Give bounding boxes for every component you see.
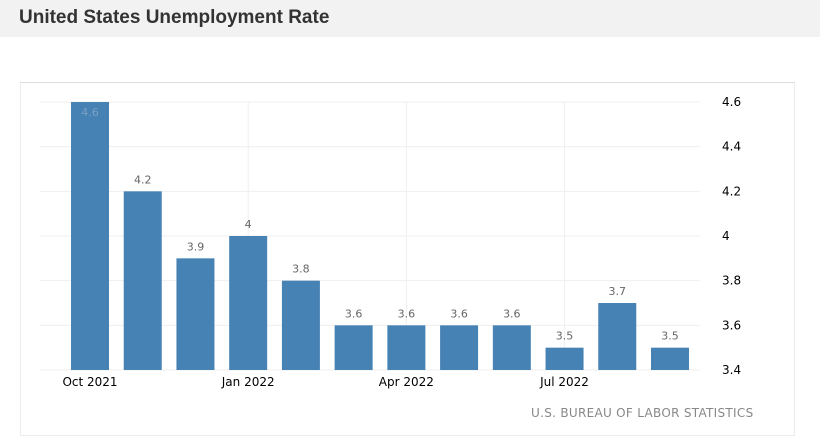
bar xyxy=(387,325,426,370)
data-label: 4.6 xyxy=(81,106,99,119)
data-label: 3.9 xyxy=(187,240,205,253)
x-tick-label: Jan 2022 xyxy=(221,375,275,389)
data-label: 3.8 xyxy=(292,263,310,276)
page-title: United States Unemployment Rate xyxy=(19,7,330,28)
bar xyxy=(440,325,479,370)
y-tick-label: 3.6 xyxy=(722,318,741,332)
bar xyxy=(176,258,215,370)
y-tick-label: 4.2 xyxy=(722,184,741,198)
page-header: United States Unemployment Rate xyxy=(0,0,820,37)
y-tick-label: 4.6 xyxy=(722,95,741,109)
data-label: 4 xyxy=(245,218,252,231)
data-label: 3.6 xyxy=(398,307,416,320)
y-tick-label: 4.4 xyxy=(722,140,741,154)
y-tick-label: 3.8 xyxy=(722,274,741,288)
bar xyxy=(334,325,373,370)
data-label: 3.5 xyxy=(661,330,679,343)
bar xyxy=(545,347,584,370)
x-tick-label: Jul 2022 xyxy=(539,375,589,389)
x-tick-label: Apr 2022 xyxy=(379,375,434,389)
y-tick-label: 4 xyxy=(722,229,730,243)
data-label: 3.7 xyxy=(609,285,627,298)
y-tick-label: 3.4 xyxy=(722,363,741,377)
bar xyxy=(651,347,689,370)
bar xyxy=(123,191,162,370)
bar xyxy=(229,236,268,370)
bar xyxy=(71,102,109,370)
data-label: 3.6 xyxy=(345,307,363,320)
x-tick-label: Oct 2021 xyxy=(62,375,117,389)
source-label: U.S. BUREAU OF LABOR STATISTICS xyxy=(531,406,754,420)
data-label: 3.5 xyxy=(556,330,574,343)
bar xyxy=(281,280,320,370)
chart-container xyxy=(20,82,795,436)
data-label: 3.6 xyxy=(450,307,468,320)
data-label: 3.6 xyxy=(503,307,521,320)
data-label: 4.2 xyxy=(134,173,152,186)
bar xyxy=(492,325,531,370)
bar xyxy=(598,303,637,370)
